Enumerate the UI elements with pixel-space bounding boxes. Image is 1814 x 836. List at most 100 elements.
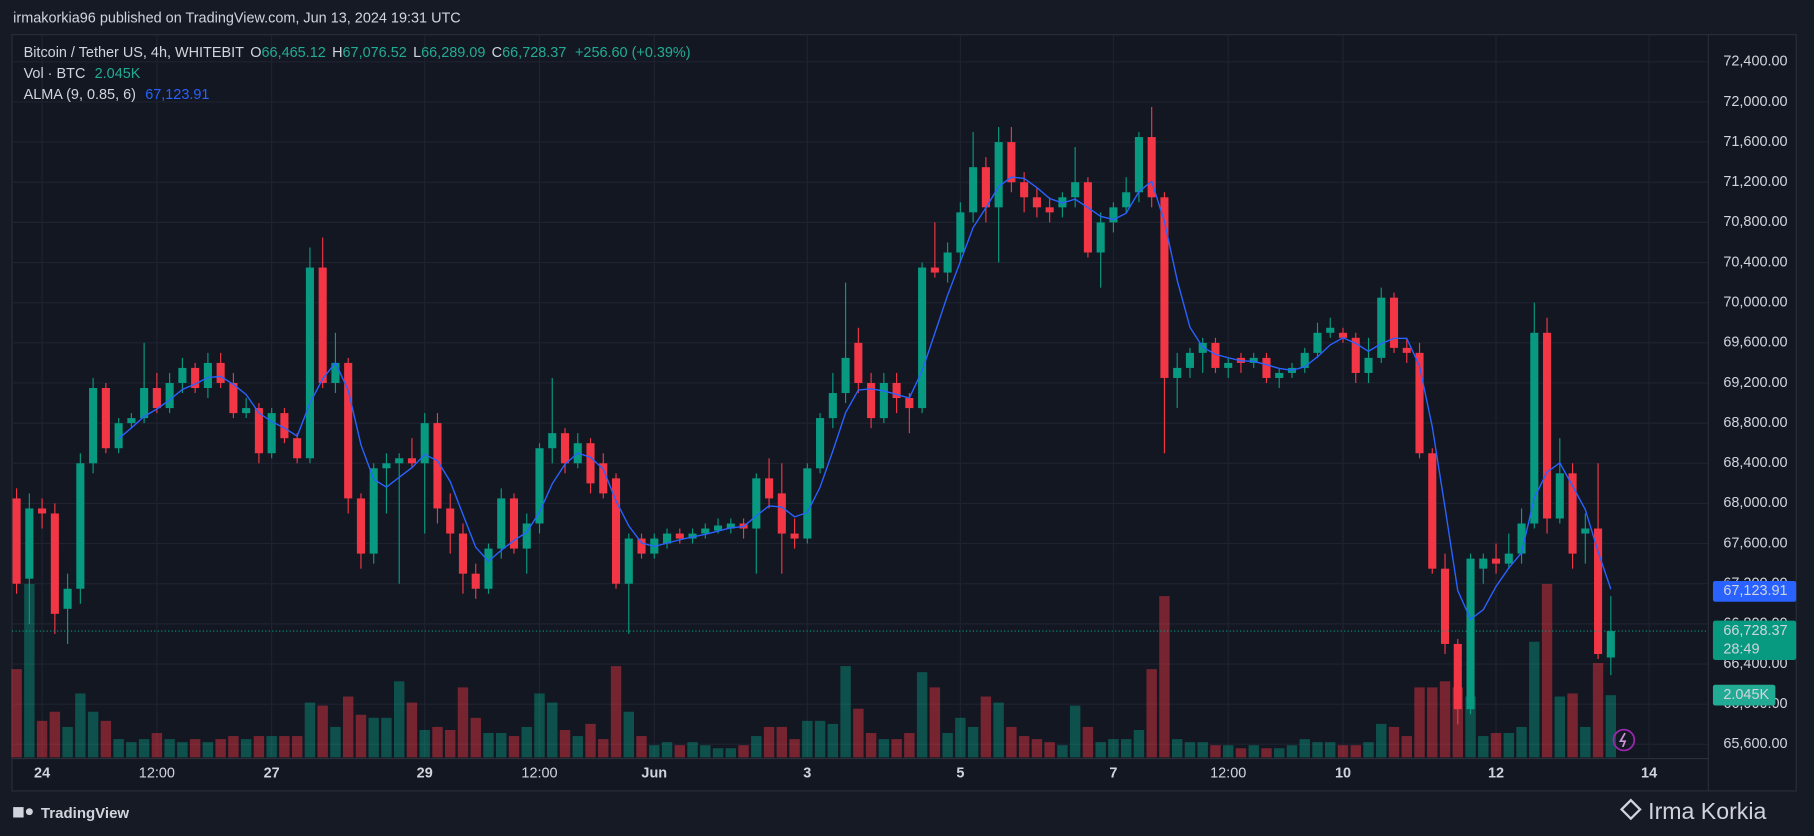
candle-body [1032, 197, 1041, 208]
volume-bar [100, 720, 112, 758]
volume-bar [1478, 736, 1489, 758]
open-label: O [250, 45, 261, 61]
publisher: irmakorkia96 published on TradingView.co… [13, 10, 461, 26]
volume-bar [470, 717, 481, 758]
candle-body [1594, 528, 1603, 654]
volume-bar [1350, 745, 1361, 758]
volume-bar [1120, 739, 1132, 758]
candle-body [956, 212, 965, 253]
x-tick-label: 7 [1109, 765, 1117, 781]
candle-body [446, 508, 455, 534]
candle-body [1402, 347, 1411, 353]
volume-bar [1376, 723, 1387, 758]
alert-icon[interactable] [1612, 728, 1636, 752]
candle-body [1555, 473, 1564, 519]
candle-body [50, 513, 59, 614]
volume-tag [1712, 684, 1776, 706]
volume-bar [1516, 726, 1527, 758]
candle-body [828, 393, 837, 419]
volume-bar [1018, 736, 1030, 758]
volume-bar [827, 723, 839, 758]
candle-body [216, 362, 225, 383]
candle-body [1045, 207, 1054, 213]
alma-tag-label: 67,123.91 [1723, 583, 1787, 599]
volume-bar [215, 739, 226, 758]
volume-bar [240, 739, 252, 758]
candle-body [140, 388, 149, 419]
y-tick-label: 70,400.00 [1723, 254, 1787, 270]
candle-body [637, 538, 646, 554]
candle-body [1147, 137, 1156, 198]
volume-bar [1439, 681, 1451, 758]
volume-bar [189, 739, 201, 758]
y-tick-label: 70,800.00 [1723, 214, 1787, 230]
candle-body [892, 382, 901, 399]
candle-body [1173, 367, 1182, 378]
y-tick-label: 68,400.00 [1723, 455, 1787, 471]
volume-bar [355, 714, 367, 758]
candle-body [1007, 142, 1016, 183]
candle-body [1581, 528, 1590, 534]
candle-body [1389, 297, 1399, 348]
volume-bar [904, 733, 915, 758]
volume-bar [1248, 745, 1259, 758]
volume-bar [1057, 745, 1068, 758]
candle-body [331, 362, 340, 383]
candle-body [38, 508, 47, 514]
y-tick-label: 71,200.00 [1723, 174, 1787, 190]
y-tick-label: 72,400.00 [1723, 54, 1787, 70]
volume-bar [317, 705, 328, 758]
volume-bar [75, 693, 86, 758]
volume-bar [330, 726, 341, 758]
volume-bar [1146, 669, 1157, 758]
x-tick-label: 24 [34, 765, 50, 781]
candle-body [1275, 372, 1284, 378]
x-tick-label: 12 [1488, 765, 1504, 781]
volume-bar [1541, 583, 1553, 758]
volume-bar [1529, 641, 1540, 758]
volume-bar [1465, 696, 1476, 758]
candle-body [1377, 297, 1386, 358]
chart-pane [11, 34, 1797, 792]
volume-bar [521, 726, 532, 758]
volume-bar [1503, 733, 1514, 758]
y-tick-label: 67,600.00 [1723, 535, 1787, 551]
volume-bar [1069, 705, 1081, 758]
y-tick-label: 70,000.00 [1723, 294, 1787, 310]
candle-body [981, 167, 990, 208]
candle-body [688, 533, 697, 539]
candle-body [918, 267, 927, 409]
candle-body [1300, 352, 1309, 368]
candle-body [305, 267, 314, 459]
volume-bar [1133, 729, 1145, 758]
volume-bar [598, 739, 609, 758]
candle-body [1224, 362, 1233, 368]
volume-bar [967, 726, 979, 758]
volume-bar [279, 736, 290, 758]
candle-body [356, 498, 365, 554]
candle-body [509, 498, 519, 549]
candle-body [293, 438, 302, 459]
candle-body [1440, 568, 1450, 644]
volume-bar [62, 726, 73, 758]
high-label: H [332, 45, 342, 61]
candle-body [484, 548, 493, 589]
candle-body [1428, 453, 1437, 569]
x-tick-label: 29 [417, 765, 433, 781]
y-tick-label: 68,800.00 [1723, 415, 1787, 431]
volume-bar [993, 702, 1004, 758]
candle-body [191, 367, 200, 389]
candle-body [624, 538, 633, 584]
candle-body [420, 423, 429, 464]
y-tick-label: 69,200.00 [1723, 375, 1787, 391]
candle-body [1517, 523, 1526, 554]
candle-body [382, 463, 391, 469]
candle-body [280, 413, 289, 439]
high-value: 67,076.52 [343, 45, 407, 61]
candle-body [1313, 332, 1322, 353]
candle-body [395, 458, 404, 464]
indicator-value: 67,123.91 [145, 87, 209, 103]
volume-bar [1388, 726, 1400, 758]
volume-bar [585, 723, 596, 758]
volume-bar [547, 702, 558, 758]
